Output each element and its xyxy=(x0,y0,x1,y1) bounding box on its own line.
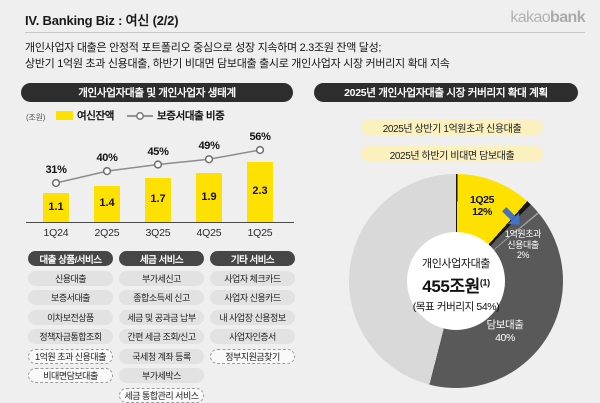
service-chip: 1억원 초과 신용대출 xyxy=(28,348,113,364)
service-chip: 이차보전상품 xyxy=(28,309,113,325)
legend-guarantee-ratio: 보증서대출 비중 xyxy=(127,108,225,123)
pct-label: 56% xyxy=(249,131,271,143)
milestone-h1-credit-loan: 2025년 상반기 1억원초과 신용대출 xyxy=(361,119,543,135)
bar-value: 1.9 xyxy=(201,190,217,203)
bar-1Q25 xyxy=(247,162,273,222)
right-section-title: 2025년 개인사업자대출 시장 커버리지 확대 계획 xyxy=(314,83,578,102)
legend-line-label: 보증서대출 비중 xyxy=(157,110,225,122)
donut-label-1q25: 1Q25 12% xyxy=(460,194,504,218)
service-chip: 간편 세금 조회/신고 xyxy=(119,329,204,344)
donut-label-1q25-pct: 12% xyxy=(472,206,492,218)
guarantee-ratio-line xyxy=(51,145,265,188)
intro-line-2: 상반기 1억원 초과 신용대출, 하반기 비대면 담보대출 출시로 개인사업자 … xyxy=(25,58,450,70)
donut-label-credit-loan: 1억원초과 신용대출 2% xyxy=(495,229,551,261)
credit-label-line1: 1억원초과 xyxy=(504,229,542,239)
legend-bar-label: 여신잔액 xyxy=(77,110,115,122)
service-chip: 부가세신고 xyxy=(119,270,204,286)
intro-text: 개인사업자 대출은 안정적 포트폴리오 중심으로 성장 지속하며 2.3조원 잔… xyxy=(25,40,450,72)
bar-swatch-icon xyxy=(56,111,73,120)
service-chip: 세금 통합관리 서비스 xyxy=(119,387,204,403)
legend-loan-balance: 여신잔액 xyxy=(56,108,114,123)
service-chip: 종합소득세 신고 xyxy=(119,290,204,305)
service-column-header: 세금 서비스 xyxy=(119,251,204,266)
donut-center-label: 개인사업자대출 455조원(1) (목표 커버리지 54%) xyxy=(391,255,521,314)
line-marker xyxy=(51,178,61,188)
bar-value: 1.7 xyxy=(150,193,166,205)
line-marker xyxy=(204,155,214,164)
page-title: IV. Banking Biz : 여신 (2/2) xyxy=(25,13,179,28)
pct-label: 31% xyxy=(45,164,67,176)
milestone-h2-secured-loan: 2025년 하반기 비대면 담보대출 xyxy=(361,146,543,162)
service-chip: 부가세박스 xyxy=(119,368,204,383)
service-chip: 정부지원금찾기 xyxy=(210,348,295,364)
x-tick-label: 4Q25 xyxy=(196,227,222,239)
intro-line-1: 개인사업자 대출은 안정적 포트폴리오 중심으로 성장 지속하며 2.3조원 잔… xyxy=(25,42,382,54)
bar-4Q25 xyxy=(196,173,222,222)
service-chip: 사업자인증서 xyxy=(210,329,295,344)
donut-center-target: (목표 커버리지 54%) xyxy=(412,301,500,313)
bar-value: 1.4 xyxy=(99,197,115,209)
line-marker xyxy=(255,145,265,155)
line-marker xyxy=(153,160,163,169)
x-tick-label: 2Q25 xyxy=(94,227,120,239)
blue-arrow-icon xyxy=(502,207,520,225)
donut-label-1q25-name: 1Q25 xyxy=(469,194,495,206)
service-chip: 신용대출 xyxy=(28,270,113,286)
x-tick-label: 3Q25 xyxy=(145,227,171,239)
unit-label: (조원) xyxy=(26,113,46,122)
left-section-title: 개인사업자대출 및 개인사업자 생태계 xyxy=(21,83,293,102)
x-tick-label: 1Q24 xyxy=(43,227,69,239)
bar-1Q24 xyxy=(43,193,69,222)
service-chip: 국세청 계좌 등록 xyxy=(119,348,204,364)
kakaobank-logo: kakaobank xyxy=(510,9,585,27)
donut-hole xyxy=(407,232,505,330)
donut-center-value: 455조원(1) xyxy=(422,277,490,296)
service-column-header: 대출 상품/서비스 xyxy=(28,251,113,266)
logo-kakao: kakao xyxy=(510,9,551,26)
service-chip: 비대면담보대출 xyxy=(28,368,113,383)
service-chip: 정책자금통합조회 xyxy=(28,329,113,344)
line-marker-icon xyxy=(127,111,154,120)
bar-2Q25 xyxy=(94,186,120,222)
footnote-marker: (1) xyxy=(479,277,490,288)
logo-bank: bank xyxy=(550,9,586,26)
x-axis-line xyxy=(26,222,294,223)
secured-label-name: 담보대출 xyxy=(486,319,524,331)
service-chip: 사업자 체크카드 xyxy=(210,270,295,286)
header-divider xyxy=(25,32,585,33)
service-column-header: 기타 서비스 xyxy=(210,251,295,266)
chart-legend: 여신잔액 보증서대출 비중 xyxy=(56,108,225,123)
service-chip: 사업자 신용카드 xyxy=(210,290,295,305)
pct-label: 45% xyxy=(147,145,169,158)
donut-label-secured-loan: 담보대출 40% xyxy=(477,319,533,344)
pct-label: 40% xyxy=(96,152,118,165)
pct-label: 49% xyxy=(198,140,220,153)
line-marker xyxy=(102,166,112,176)
bar-value: 1.1 xyxy=(48,200,64,213)
service-chip: 세금 및 공과금 납부 xyxy=(119,309,204,325)
loan-balance-chart: 1.1 1Q24 31% 1.4 2Q25 40% 1.7 3Q25 45% 1.9 4Q25 49%… xyxy=(16,103,306,251)
bar-3Q25 xyxy=(145,178,171,222)
market-coverage-donut-chart: 개인사업자대출 455조원(1) (목표 커버리지 54%) xyxy=(349,174,563,388)
credit-label-pct: 2% xyxy=(516,250,530,260)
bar-value: 2.3 xyxy=(252,185,268,197)
x-tick-label: 1Q25 xyxy=(247,227,273,239)
donut-center-title: 개인사업자대출 xyxy=(421,258,491,270)
service-chip: 보증서대출 xyxy=(28,290,113,305)
secured-label-pct: 40% xyxy=(495,331,515,344)
service-chip: 내 사업장 신용정보 xyxy=(210,309,295,325)
credit-label-line2: 신용대출 xyxy=(507,239,539,250)
